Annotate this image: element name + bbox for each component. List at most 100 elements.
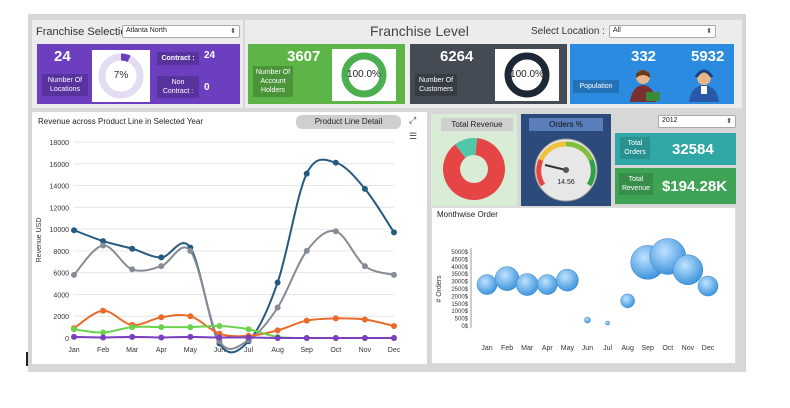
y-tick-label: 4500$: [451, 257, 468, 263]
data-point: [332, 228, 339, 235]
pie-slice: [443, 138, 505, 200]
data-point: [100, 329, 107, 336]
data-point: [129, 324, 136, 331]
bubble: [697, 275, 719, 297]
total-orders-label: Total Orders: [620, 137, 650, 159]
data-point: [187, 247, 194, 254]
population-label: Population: [573, 80, 619, 93]
select-arrows-icon: ⬍: [230, 28, 236, 35]
y-axis-label: # Orders: [436, 275, 443, 303]
customers-count: 6264: [440, 48, 474, 65]
x-tick-label: Nov: [682, 345, 695, 352]
non-contract-value: 0: [204, 82, 210, 93]
bubble: [605, 320, 610, 326]
x-tick-label: Jan: [481, 345, 492, 352]
data-point: [158, 324, 165, 331]
series-line: [73, 309, 395, 338]
y-tick-label: 2000: [53, 314, 69, 321]
year-select[interactable]: 2012 ⬍: [658, 115, 736, 128]
y-tick-label: 2500$: [451, 287, 468, 293]
x-tick-label: Apr: [542, 345, 554, 352]
female-person-icon: [630, 70, 660, 102]
orders-percent-value: 14.56: [557, 179, 575, 186]
revenue-line-chart: 0 2000 4000 6000 8000 10000 12000 14000 16000 180…: [36, 140, 401, 354]
data-point: [216, 323, 223, 330]
y-tick-label: 1500$: [451, 302, 468, 308]
franchise-selection-title: Franchise Selection: [36, 26, 133, 38]
data-point: [100, 307, 107, 314]
data-point: [274, 335, 281, 341]
x-tick-label: Jul: [244, 347, 253, 354]
bubble: [620, 293, 635, 309]
contract-label: Contract :: [157, 52, 199, 65]
franchise-level-title: Franchise Level: [370, 23, 469, 39]
x-tick-label: Sep: [641, 345, 654, 352]
x-tick-label: Nov: [359, 347, 372, 354]
select-arrows-icon: ⬍: [706, 28, 712, 35]
account-holders-donut: [341, 52, 387, 98]
bubble: [476, 274, 498, 295]
location-select-value: All: [613, 27, 621, 34]
y-tick-label: 1000$: [451, 309, 468, 315]
y-axis-label: Revenue USD: [36, 218, 43, 263]
data-point: [187, 324, 194, 331]
x-tick-label: Oct: [330, 347, 341, 354]
page-edge-marker: [26, 352, 28, 366]
data-point: [158, 334, 165, 341]
total-orders-tile: Total Orders 32584: [615, 133, 736, 165]
select-arrows-icon: ⬍: [726, 118, 732, 125]
account-holders-tile: 3607 Number Of Account Holders 100.0%: [248, 44, 405, 104]
account-holders-percent: 100.0%: [347, 69, 381, 80]
data-point: [71, 271, 77, 278]
x-tick-label: Jun: [582, 345, 593, 352]
franchise-select-value: Atlanta North: [126, 27, 167, 34]
x-tick-label: Oct: [662, 345, 673, 352]
data-point: [303, 335, 310, 341]
bubble: [494, 266, 520, 291]
bubble: [672, 254, 704, 286]
bubble: [584, 316, 591, 324]
data-point: [100, 334, 107, 341]
population-value-1: 332: [631, 48, 657, 65]
data-point: [245, 326, 252, 333]
data-point: [187, 333, 194, 340]
x-tick-label: Aug: [271, 347, 284, 354]
y-tick-label: 3500$: [451, 272, 468, 278]
product-line-detail-button[interactable]: Product Line Detail: [296, 115, 401, 129]
y-tick-label: 0$: [461, 324, 468, 330]
data-point: [391, 323, 397, 330]
year-select-value: 2012: [662, 117, 678, 124]
menu-list-icon[interactable]: ☰: [409, 131, 418, 141]
account-holders-count: 3607: [287, 48, 321, 65]
locations-percent: 7%: [113, 70, 129, 81]
total-revenue-tile: Total Revenue $194.28K: [615, 168, 736, 204]
x-tick-label: Jan: [68, 347, 79, 354]
data-point: [187, 313, 194, 320]
data-point: [391, 271, 397, 278]
data-point: [274, 327, 281, 334]
data-point: [216, 334, 223, 341]
x-tick-label: Feb: [97, 347, 109, 354]
location-select[interactable]: All ⬍: [609, 25, 716, 38]
data-point: [129, 333, 136, 340]
data-point: [303, 247, 310, 254]
x-tick-label: Jul: [603, 345, 612, 352]
customers-donut-box: 100.0%: [495, 49, 559, 101]
y-tick-label: 5000$: [451, 250, 468, 256]
expand-icon[interactable]: ⤢: [409, 115, 417, 125]
total-orders-value: 32584: [672, 141, 714, 158]
franchise-select[interactable]: Atlanta North ⬍: [122, 25, 240, 38]
x-tick-label: Aug: [621, 345, 634, 352]
locations-donut-box: 7%: [92, 50, 150, 102]
select-location-label: Select Location :: [531, 26, 605, 37]
support-agent-icon: [689, 69, 719, 102]
monthwise-order-title: Monthwise Order: [437, 210, 498, 219]
series-line: [73, 335, 394, 340]
data-point: [332, 335, 339, 341]
y-tick-label: 10000: [50, 227, 70, 234]
population-tile: Population 332 5932: [570, 44, 734, 104]
y-tick-label: 4000$: [451, 265, 468, 271]
account-holders-donut-box: 100.0%: [332, 49, 396, 101]
revenue-chart-title: Revenue across Product Line in Selected …: [38, 117, 203, 126]
locations-label: Number Of Locations: [42, 74, 88, 96]
